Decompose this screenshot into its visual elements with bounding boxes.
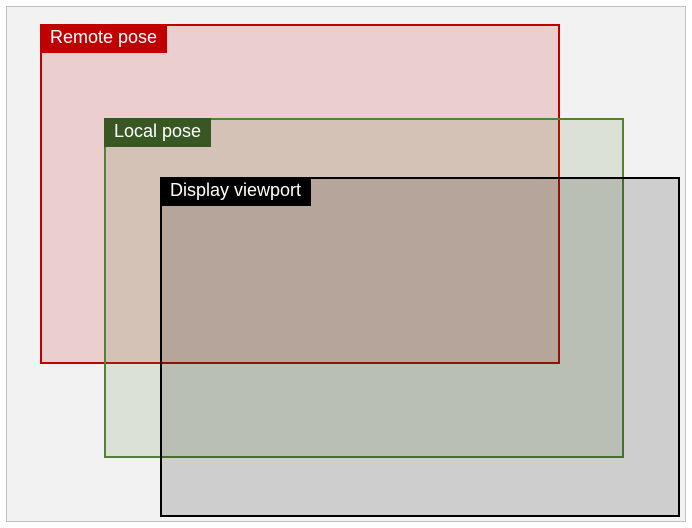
- display-viewport-label: Display viewport: [160, 177, 311, 206]
- local-pose-label: Local pose: [104, 118, 211, 147]
- diagram-canvas: Remote pose Local pose Display viewport: [6, 6, 686, 522]
- display-viewport-box: [160, 177, 680, 517]
- remote-pose-label: Remote pose: [40, 24, 167, 53]
